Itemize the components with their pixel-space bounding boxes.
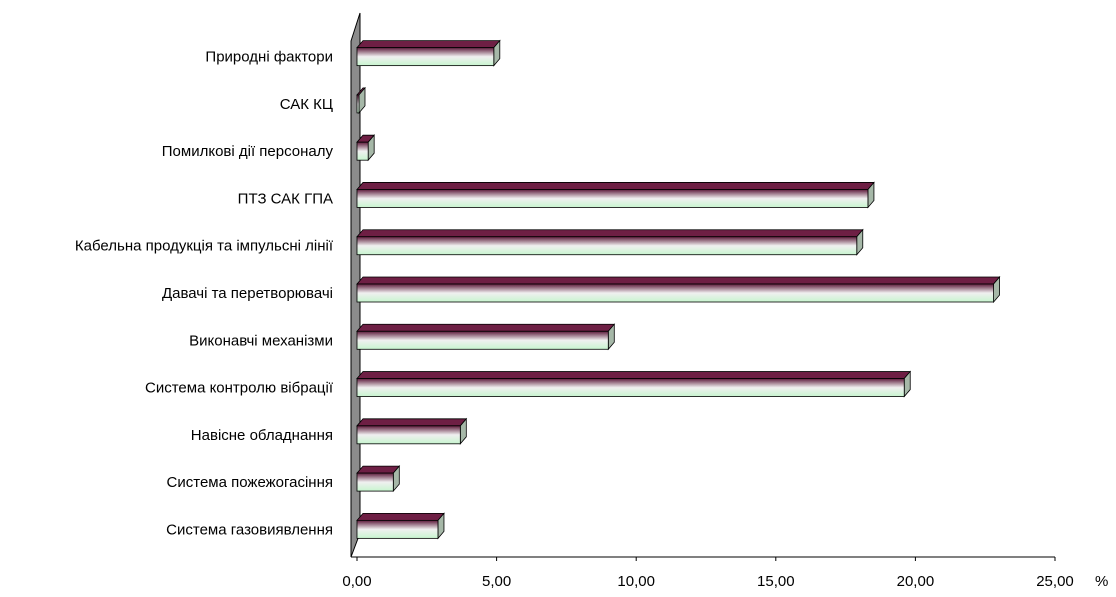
bar	[356, 370, 912, 398]
bar-top-face	[356, 371, 912, 379]
x-unit-label: %	[1095, 573, 1108, 590]
bar	[356, 275, 1001, 304]
bar	[356, 417, 468, 445]
bar-front-face	[356, 425, 461, 445]
bar-front-face	[356, 189, 869, 208]
bar-front-face	[356, 94, 360, 114]
bar-top-face	[356, 182, 875, 190]
category-label: Навісне обладнання	[191, 427, 333, 444]
bar-front-face	[356, 283, 994, 303]
category-label: Виконавчі механізми	[189, 332, 333, 349]
bar	[356, 465, 401, 493]
category-label: Помилкові дії персоналу	[162, 143, 334, 160]
bar-top-face	[356, 323, 616, 332]
category-label: Кабельна продукція та імпульсні лінії	[75, 238, 334, 255]
bar-front-face	[356, 141, 369, 161]
x-axis: 0,00 5,00 10,00 15,00 20,00 25,00	[342, 556, 1074, 590]
bar-top-face	[356, 465, 401, 474]
bar	[356, 512, 445, 540]
category-label: Система газовиявлення	[166, 521, 333, 538]
category-label: Система контролю вібрації	[145, 380, 334, 397]
bar	[356, 228, 864, 256]
category-labels: Система газовиявлення Система пожежогасін…	[75, 49, 334, 539]
bar-top-face	[356, 229, 864, 238]
bar	[356, 86, 366, 114]
bar-front-face	[356, 519, 439, 539]
x-tick-label: 10,00	[617, 573, 655, 590]
bar-top-face	[356, 276, 1001, 285]
x-tick-label: 20,00	[897, 573, 935, 590]
bar-front-face	[356, 47, 495, 67]
bar-front-face	[356, 330, 609, 350]
bar-front-face	[356, 472, 394, 492]
category-label: Давачі та перетворювачі	[162, 285, 333, 302]
bar-front-face	[356, 236, 858, 256]
bar	[356, 39, 501, 67]
bar-top-face	[356, 418, 468, 427]
x-tick-label: 5,00	[482, 573, 511, 590]
bar	[356, 181, 875, 209]
category-label: ПТЗ САК ГПА	[238, 190, 333, 207]
bar-top-face	[356, 512, 445, 521]
x-tick-label: 15,00	[757, 573, 795, 590]
bar	[356, 134, 376, 162]
bar-front-face	[356, 378, 905, 397]
category-label: Система пожежогасіння	[167, 474, 333, 491]
category-label: САК КЦ	[280, 96, 333, 113]
category-label: Природні фактори	[205, 49, 333, 66]
bars	[356, 39, 1001, 540]
x-tick-label: 25,00	[1036, 573, 1074, 590]
bar	[356, 323, 616, 351]
bar-top-face	[356, 40, 501, 49]
x-tick-label: 0,00	[342, 573, 371, 590]
